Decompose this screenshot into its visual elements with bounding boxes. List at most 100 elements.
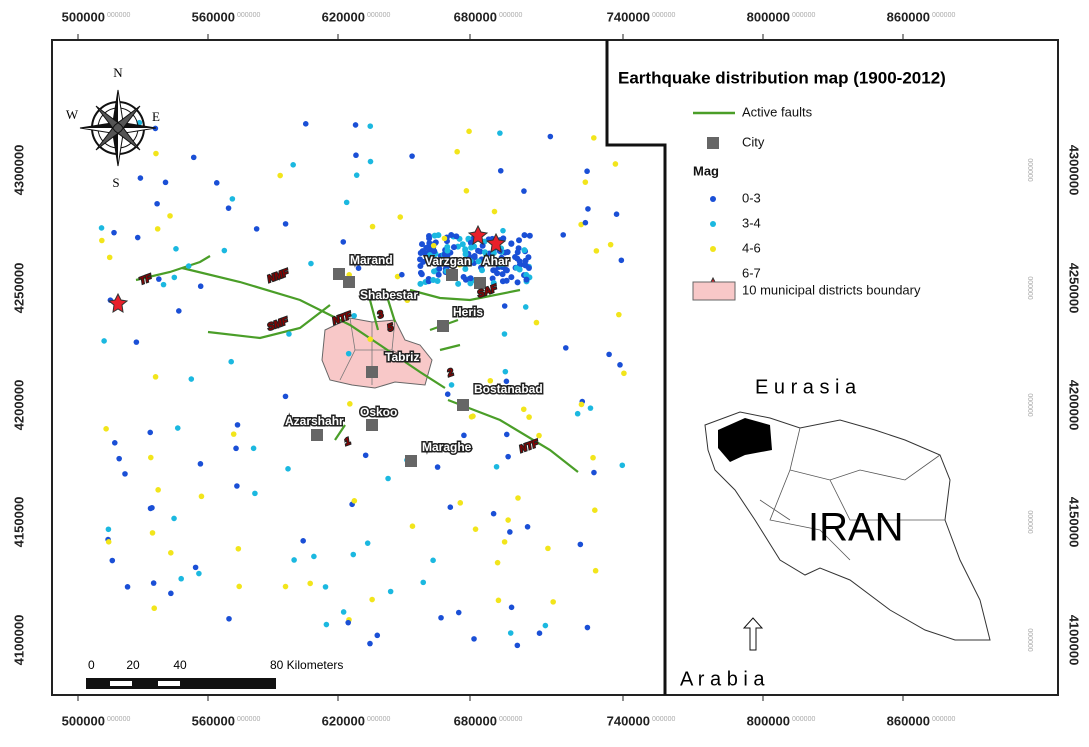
quake	[457, 500, 463, 506]
y-tick: 4200000000000	[0, 380, 26, 431]
tick-suffix: 000000	[932, 12, 955, 19]
quake	[151, 605, 157, 611]
quake	[515, 643, 521, 649]
quake	[233, 446, 239, 452]
tick-suffix: 000000	[652, 12, 675, 19]
y-tick-label: 4150000	[1067, 497, 1082, 548]
quake	[347, 401, 353, 407]
quake	[228, 359, 234, 365]
tick-suffix: 000000	[1026, 158, 1033, 181]
tick-suffix: 000000	[1026, 276, 1033, 299]
tick-suffix: 000000	[367, 716, 390, 723]
quake	[311, 554, 317, 560]
quake	[99, 238, 105, 244]
quake	[235, 422, 241, 428]
city-label: Bostanabad	[474, 382, 543, 396]
city-label: Marand	[350, 253, 393, 267]
quake	[435, 278, 441, 284]
quake	[214, 180, 220, 186]
quake	[419, 271, 425, 277]
x-tick-label: 620000	[322, 9, 365, 24]
quake	[150, 530, 156, 536]
quake	[455, 281, 461, 287]
quake	[410, 523, 416, 529]
quake	[436, 272, 442, 278]
compass-letter: W	[66, 107, 79, 122]
quake	[154, 201, 160, 207]
x-tick-label: 860000	[887, 713, 930, 728]
legend-label: 4-6	[742, 240, 761, 255]
quake	[106, 539, 112, 545]
quake	[523, 277, 529, 283]
quake	[588, 405, 594, 411]
quake	[500, 228, 506, 234]
city-label: Maraghe	[422, 440, 472, 454]
quake	[346, 351, 352, 357]
quake	[161, 282, 167, 288]
scale-label: 20	[126, 658, 140, 672]
x-tick-label: 740000	[607, 713, 650, 728]
quake	[521, 188, 527, 194]
quake	[176, 308, 182, 314]
quake	[236, 546, 242, 552]
quake	[575, 411, 581, 417]
y-tick-label: 4250000	[1067, 263, 1082, 314]
quake	[147, 430, 153, 436]
legend-label: Active faults	[742, 104, 813, 119]
quake	[585, 625, 591, 631]
quake	[498, 168, 504, 174]
quake	[594, 248, 600, 254]
quake	[350, 552, 356, 558]
quake	[303, 121, 309, 127]
quake	[345, 620, 351, 626]
quake	[456, 610, 462, 616]
quake	[168, 591, 174, 597]
quake	[473, 526, 479, 532]
compass-letter: N	[113, 65, 123, 80]
quake	[367, 336, 373, 342]
quake	[543, 623, 549, 629]
tick-suffix: 000000	[932, 716, 955, 723]
quake	[521, 406, 527, 412]
quake	[521, 232, 527, 238]
y-tick-label: 4200000	[11, 380, 26, 431]
quake	[621, 370, 627, 376]
quake	[385, 476, 391, 482]
tick-suffix: 000000	[107, 716, 130, 723]
quake	[464, 188, 470, 194]
tick-suffix: 000000	[499, 716, 522, 723]
quake	[578, 542, 584, 548]
quake	[419, 241, 425, 247]
quake	[430, 558, 436, 564]
legend-label: Mag	[693, 163, 719, 178]
quake	[151, 580, 157, 586]
quake	[534, 320, 540, 326]
x-tick-label: 800000	[747, 713, 790, 728]
city-marker	[437, 320, 449, 332]
quake	[252, 491, 258, 497]
quake	[563, 345, 569, 351]
quake	[432, 233, 438, 239]
inset-label: A r a b i a	[680, 668, 765, 690]
quake	[286, 331, 292, 337]
quake	[101, 338, 107, 344]
quake	[505, 517, 511, 523]
quake	[399, 272, 405, 278]
quake	[583, 179, 589, 185]
tick-suffix: 000000	[652, 716, 675, 723]
quake	[590, 455, 596, 461]
quake	[156, 276, 162, 282]
quake	[307, 581, 313, 587]
quake	[509, 605, 515, 611]
tick-suffix: 000000	[367, 12, 390, 19]
city-label: Azarshahr	[285, 414, 344, 428]
quake	[479, 267, 485, 273]
quake	[107, 255, 113, 261]
x-tick-label: 740000	[607, 9, 650, 24]
quake	[353, 152, 359, 158]
quake	[494, 464, 500, 470]
quake	[521, 247, 527, 253]
legend-label: 3-4	[742, 215, 761, 230]
quake	[502, 331, 508, 337]
quake	[495, 560, 501, 566]
